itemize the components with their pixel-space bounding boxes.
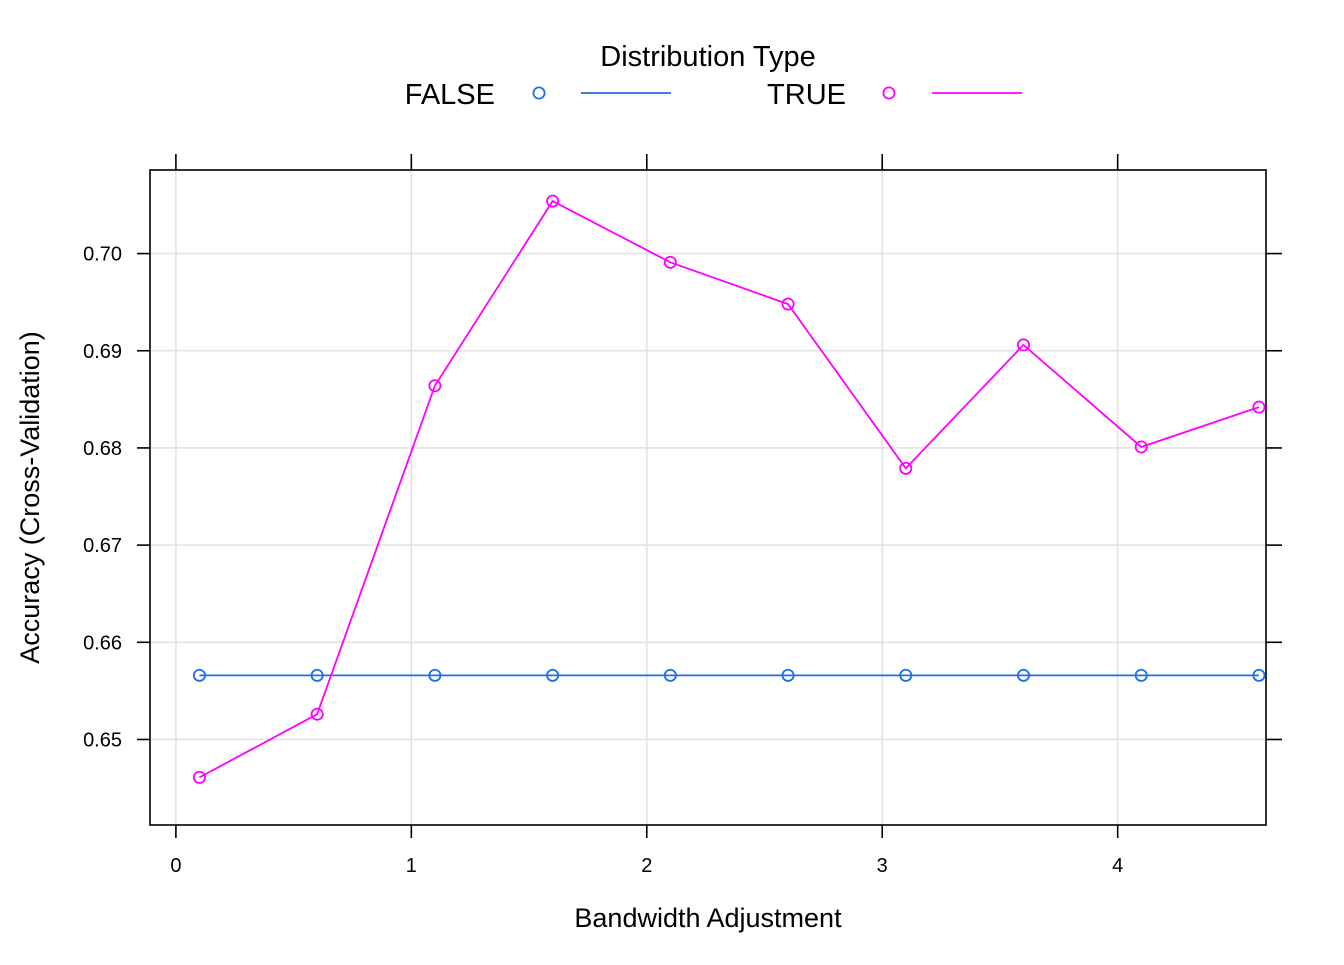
x-tick-label: 3	[877, 855, 888, 877]
series-line-true	[199, 199, 1260, 779]
data-point-true	[1134, 440, 1148, 454]
y-tick-label: 0.67	[83, 535, 122, 557]
data-point-false	[428, 668, 442, 682]
grid-layer	[150, 170, 1266, 825]
data-point-true	[899, 461, 913, 475]
legend-point-true	[882, 86, 896, 100]
y-tick-label: 0.65	[83, 729, 122, 751]
y-tick-label: 0.68	[83, 438, 122, 460]
series-layer	[192, 194, 1266, 784]
data-point-true	[192, 770, 206, 784]
data-point-true	[1016, 338, 1030, 352]
x-tick-label: 1	[406, 855, 417, 877]
data-point-true	[1252, 400, 1266, 414]
data-point-false	[192, 668, 206, 682]
data-point-true	[428, 379, 442, 393]
data-point-false	[1252, 668, 1266, 682]
data-point-true	[546, 194, 560, 208]
y-tick-label: 0.69	[83, 341, 122, 363]
y-tick-label: 0.66	[83, 632, 122, 654]
plot-frame	[149, 169, 1267, 826]
data-point-false	[1016, 668, 1030, 682]
data-point-false	[899, 668, 913, 682]
legend-title: Distribution Type	[600, 41, 815, 73]
data-point-true	[781, 297, 795, 311]
legend: Distribution Type FALSE TRUE	[405, 41, 1022, 111]
x-tick-label: 4	[1112, 855, 1123, 877]
axis-ticks: 0 1 2 3 4 0.65 0.66 0.67 0.68 0.69 0.70	[83, 154, 1282, 877]
data-point-false	[663, 668, 677, 682]
series-true	[192, 194, 1266, 784]
x-tick-label: 0	[170, 855, 181, 877]
x-axis-title: Bandwidth Adjustment	[574, 903, 842, 933]
data-point-false	[781, 668, 795, 682]
legend-label-true: TRUE	[767, 79, 846, 111]
x-tick-label: 2	[641, 855, 652, 877]
data-point-true	[310, 707, 324, 721]
legend-point-false	[532, 86, 546, 100]
data-point-false	[546, 668, 560, 682]
y-axis-title: Accuracy (Cross-Validation)	[15, 331, 45, 664]
series-false	[192, 668, 1266, 682]
data-point-true	[663, 255, 677, 269]
legend-label-false: FALSE	[405, 79, 495, 111]
data-point-false	[1134, 668, 1148, 682]
y-tick-label: 0.70	[83, 244, 122, 266]
data-point-false	[310, 668, 324, 682]
